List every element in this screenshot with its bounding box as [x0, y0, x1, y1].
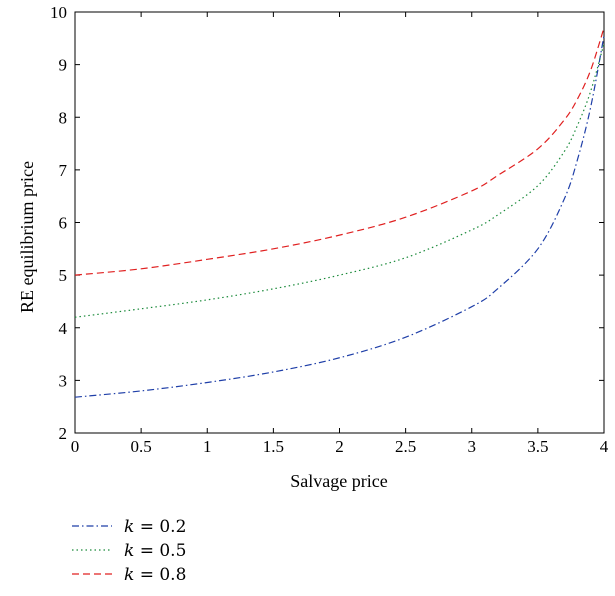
x-tick-label: 0.5	[131, 437, 152, 456]
y-tick-label: 10	[50, 3, 67, 22]
legend-label-2: k = 0.5	[124, 541, 186, 561]
axes	[74, 11, 605, 434]
plot-frame	[74, 11, 605, 434]
y-tick-label: 7	[59, 161, 68, 180]
series-line-1	[74, 35, 605, 398]
y-tick-label: 8	[59, 108, 68, 127]
tick-labels: 0 0.5 1 1.5 2 2.5 3 3.5 4 2 3 4 5 6 7 8 9 10	[50, 3, 609, 456]
series-lines	[74, 27, 605, 398]
legend-label-1: k = 0.2	[124, 517, 186, 537]
x-tick-label: 4	[600, 437, 609, 456]
series-line-2	[74, 43, 605, 318]
x-tick-label: 0	[71, 437, 80, 456]
y-tick-label: 2	[59, 424, 68, 443]
x-tick-label: 3	[468, 437, 477, 456]
x-tick-label: 3.5	[527, 437, 548, 456]
x-axis-label: Salvage price	[290, 471, 387, 491]
x-tick-label: 1.5	[263, 437, 284, 456]
y-tick-label: 6	[59, 214, 68, 233]
series-line-3	[74, 27, 605, 276]
x-tick-label: 2.5	[395, 437, 416, 456]
y-tick-label: 9	[59, 56, 68, 75]
y-tick-label: 5	[59, 266, 68, 285]
y-tick-label: 4	[59, 319, 68, 338]
y-axis-label: RE equilibrium price	[17, 161, 37, 313]
x-tick-label: 1	[203, 437, 212, 456]
legend-label-3: k = 0.8	[124, 565, 186, 585]
y-tick-label: 3	[59, 371, 68, 390]
legend: k = 0.2 k = 0.5 k = 0.8	[72, 517, 186, 585]
x-tick-label: 2	[335, 437, 344, 456]
